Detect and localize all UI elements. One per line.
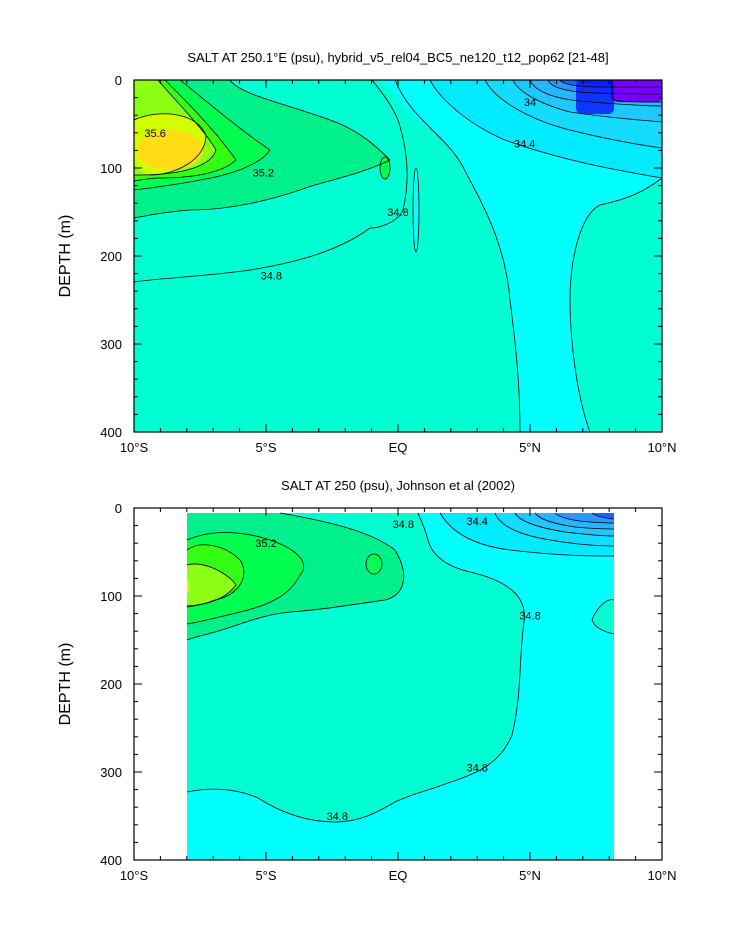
x-tick-label: EQ — [389, 868, 408, 883]
y-tick-label: 300 — [100, 765, 122, 780]
contour-label: 35.2 — [255, 538, 276, 550]
contour-label: 34.4 — [514, 138, 535, 150]
y-axis-label-2: DEPTH (m) — [57, 643, 74, 726]
contour-label: 34.8 — [466, 763, 487, 775]
contour-lines-1 — [134, 80, 662, 432]
contour-lines-2 — [186, 512, 615, 823]
panel-2-title: SALT AT 250 (psu), Johnson et al (2002) — [281, 478, 515, 493]
y-tick-label: 400 — [100, 853, 122, 868]
contour-fill-2 — [134, 508, 662, 860]
contour-label: 34.4 — [466, 516, 487, 528]
contour-label: 34.8 — [327, 811, 348, 823]
y-tick-label: 300 — [100, 337, 122, 352]
contour-label: 34.8 — [261, 270, 282, 282]
y-tick-label: 400 — [100, 425, 122, 440]
x-tick-label: 5°N — [519, 440, 541, 455]
y-tick-label: 100 — [100, 589, 122, 604]
contour-label: 35.2 — [253, 167, 274, 179]
x-tick-label: 5°S — [255, 440, 276, 455]
x-tick-label: 10°S — [120, 868, 149, 883]
y-tick-label: 200 — [100, 677, 122, 692]
contour-labels-1: 35.6 35.2 34.8 34.8 34.4 34 — [144, 97, 536, 282]
contour-label: 35.6 — [144, 128, 165, 140]
y-axis-label-1: DEPTH (m) — [57, 215, 74, 298]
contour-label: 34.8 — [519, 610, 540, 622]
x-tick-label: EQ — [389, 440, 408, 455]
y-tick-label: 200 — [100, 249, 122, 264]
x-tick-label: 10°N — [647, 868, 676, 883]
x-tick-label: 10°N — [647, 440, 676, 455]
panel-observations: SALT AT 250 (psu), Johnson et al (2002) — [57, 478, 677, 883]
x-tick-label: 10°S — [120, 440, 149, 455]
panel-1-title: SALT AT 250.1°E (psu), hybrid_v5_rel04_B… — [187, 50, 608, 65]
y-tick-label: 0 — [115, 501, 122, 516]
contour-label: 34 — [524, 97, 536, 109]
x-tick-label: 5°N — [519, 868, 541, 883]
contour-labels-2: 35.2 34.8 34.4 34.8 34.8 34.8 — [255, 516, 540, 823]
contour-label: 34.8 — [387, 207, 408, 219]
x-tick-label: 5°S — [255, 868, 276, 883]
y-tick-label: 100 — [100, 161, 122, 176]
axis-ticks-2: 10°S 5°S EQ 5°N 10°N 0 100 200 300 400 — [100, 501, 676, 883]
axis-ticks-1: 10°S 5°S EQ 5°N 10°N 0 100 200 300 400 — [100, 73, 676, 455]
contour-label: 34.8 — [393, 519, 414, 531]
y-tick-label: 0 — [115, 73, 122, 88]
panel-model: SALT AT 250.1°E (psu), hybrid_v5_rel04_B… — [57, 50, 677, 455]
